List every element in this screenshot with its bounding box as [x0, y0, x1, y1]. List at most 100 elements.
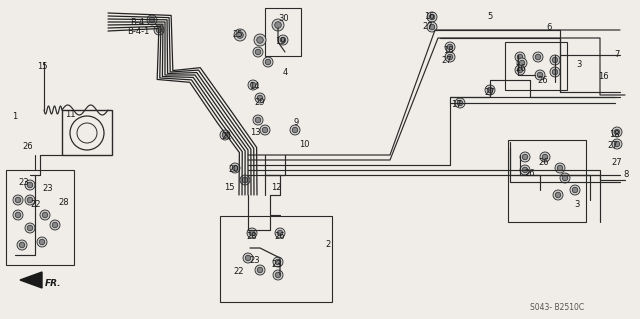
Circle shape [234, 29, 246, 41]
Circle shape [552, 57, 557, 63]
Text: 20: 20 [228, 165, 239, 174]
Bar [508, 140, 586, 222]
Text: 26: 26 [515, 64, 525, 73]
Text: 16: 16 [424, 12, 435, 21]
Circle shape [265, 59, 271, 65]
Bar [6, 170, 74, 265]
Circle shape [28, 182, 33, 188]
Circle shape [522, 154, 528, 160]
Text: 19: 19 [275, 37, 285, 46]
Bar [62, 110, 112, 155]
Circle shape [457, 100, 463, 106]
Circle shape [245, 255, 251, 261]
Circle shape [560, 173, 570, 183]
Circle shape [37, 237, 47, 247]
Circle shape [28, 197, 33, 203]
Circle shape [149, 17, 155, 23]
Text: 28: 28 [246, 232, 257, 241]
Circle shape [272, 19, 284, 31]
Circle shape [275, 22, 282, 28]
Circle shape [15, 197, 20, 203]
Circle shape [243, 177, 248, 183]
Circle shape [19, 242, 25, 248]
Circle shape [232, 165, 237, 171]
Circle shape [257, 267, 263, 273]
Text: 26: 26 [22, 142, 33, 151]
Text: 27: 27 [611, 158, 621, 167]
Circle shape [25, 180, 35, 190]
Text: 27: 27 [607, 141, 618, 150]
Circle shape [427, 22, 437, 32]
Text: B-4-1: B-4-1 [127, 27, 149, 36]
Text: FR.: FR. [45, 278, 61, 287]
Circle shape [255, 265, 265, 275]
Circle shape [25, 195, 35, 205]
Circle shape [247, 228, 257, 238]
Circle shape [612, 139, 622, 149]
Circle shape [255, 93, 265, 103]
Circle shape [15, 212, 20, 218]
Circle shape [290, 125, 300, 135]
Circle shape [447, 44, 452, 50]
Text: 22: 22 [233, 267, 243, 276]
Text: 23: 23 [249, 256, 260, 265]
Text: 26: 26 [538, 158, 548, 167]
Circle shape [517, 58, 527, 68]
Circle shape [255, 49, 260, 55]
Text: 23: 23 [18, 178, 29, 187]
Circle shape [535, 70, 545, 80]
Text: 23: 23 [42, 184, 52, 193]
Circle shape [273, 257, 283, 267]
Circle shape [237, 32, 243, 38]
Text: 27: 27 [484, 88, 495, 97]
Circle shape [520, 152, 530, 162]
Circle shape [556, 192, 561, 198]
Text: 7: 7 [614, 50, 620, 59]
Text: 1: 1 [12, 112, 17, 121]
Text: 16: 16 [598, 72, 609, 81]
Text: 14: 14 [249, 82, 259, 91]
Circle shape [278, 35, 288, 45]
Circle shape [17, 240, 27, 250]
Bar [505, 42, 567, 90]
Text: 10: 10 [299, 140, 310, 149]
Text: 11: 11 [65, 110, 76, 119]
Circle shape [28, 225, 33, 231]
Circle shape [540, 152, 550, 162]
Polygon shape [20, 272, 42, 288]
Circle shape [557, 165, 563, 171]
Circle shape [277, 230, 283, 236]
Circle shape [222, 132, 228, 138]
Text: 3: 3 [576, 60, 581, 69]
Circle shape [550, 67, 560, 77]
Circle shape [429, 24, 435, 30]
Circle shape [253, 47, 263, 57]
Text: 12: 12 [271, 183, 282, 192]
Text: 17: 17 [451, 100, 461, 109]
Circle shape [519, 60, 525, 66]
Circle shape [570, 185, 580, 195]
Text: B-4: B-4 [130, 18, 144, 27]
Circle shape [292, 127, 298, 133]
Text: 18: 18 [443, 46, 454, 55]
Circle shape [445, 42, 455, 52]
Circle shape [156, 27, 162, 33]
Circle shape [40, 210, 50, 220]
Text: 26: 26 [537, 76, 548, 85]
Circle shape [487, 87, 493, 93]
Circle shape [515, 65, 525, 75]
Circle shape [522, 167, 528, 173]
Text: 21: 21 [221, 132, 232, 141]
Circle shape [240, 175, 250, 185]
Circle shape [249, 230, 255, 236]
Circle shape [263, 57, 273, 67]
Text: 2: 2 [325, 240, 330, 249]
Circle shape [25, 223, 35, 233]
Circle shape [275, 259, 281, 265]
Circle shape [542, 154, 548, 160]
Circle shape [612, 127, 622, 137]
Circle shape [275, 272, 281, 278]
Circle shape [50, 220, 60, 230]
Circle shape [485, 85, 495, 95]
Circle shape [515, 52, 525, 62]
